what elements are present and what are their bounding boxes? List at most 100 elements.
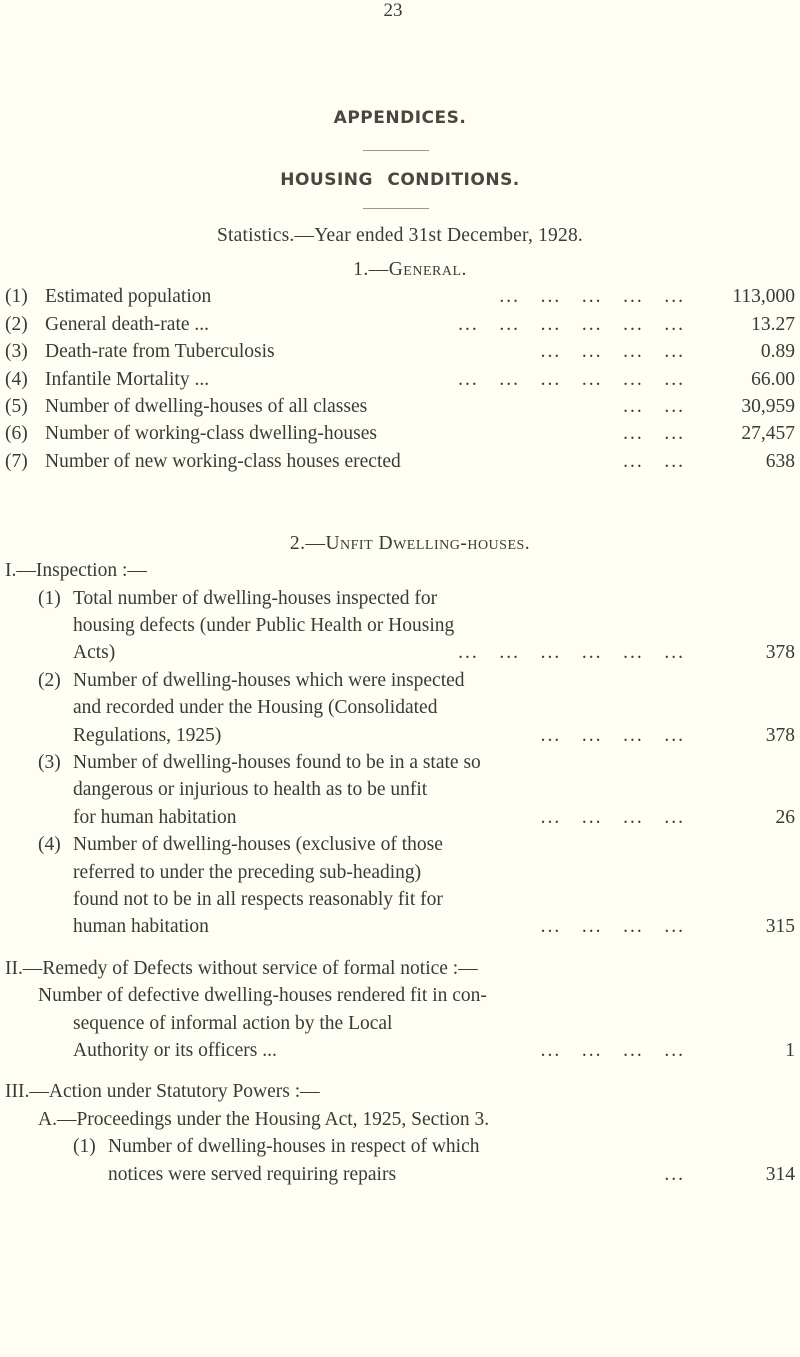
list-item: (3) Death-rate from Tuberculosis ... ... .… (0, 338, 800, 365)
dot-leader: ... (664, 1163, 685, 1185)
item-text: Number of working-class dwelling-houses (45, 423, 377, 445)
item-value: 66.00 (751, 368, 795, 390)
item-number: (4) (5, 368, 28, 390)
dot-leader: ... ... ... ... (540, 341, 685, 363)
list-item: (1) Estimated population ... ... ... ... .… (0, 283, 800, 310)
item-text: Infantile Mortality ... (45, 368, 210, 390)
dot-leader: ... ... ... ... (540, 1039, 685, 1061)
item-text: found not to be in all respects reasonab… (73, 889, 443, 910)
list-item: (6) Number of working-class dwelling-hous… (0, 420, 800, 447)
item-text: Number of new working-class houses erect… (45, 450, 401, 472)
item-text: General death-rate ... (45, 313, 210, 335)
list-item: (2) General death-rate ... ... ... ... ...… (0, 311, 800, 338)
list-item-line: human habitation ... ... ... ... 315 (0, 913, 800, 940)
item-number: (2) (5, 313, 28, 335)
item-text: housing defects (under Public Health or … (73, 615, 455, 637)
item-value: 315 (765, 916, 795, 938)
item-text: Death-rate from Tuberculosis (45, 341, 275, 363)
list-item-line: Acts) ... ... ... ... ... ... 378 (0, 639, 800, 666)
item-value: 30,959 (741, 395, 795, 417)
list-item-line: found not to be in all respects reasonab… (0, 886, 800, 913)
item-number: (4) (38, 834, 61, 856)
item-text: Number of dwelling-houses which were ins… (73, 669, 465, 691)
item-text: Number of dwelling-houses in respect of … (108, 1136, 480, 1158)
statistics-line: Statistics.—Year ended 31st December, 19… (217, 225, 583, 246)
item-number: (3) (5, 341, 28, 363)
item-text: dangerous or injurious to health as to b… (73, 779, 428, 801)
list-item-line: and recorded under the Housing (Consolid… (0, 694, 800, 721)
item-value: 378 (765, 724, 795, 746)
item-value: 378 (765, 642, 795, 664)
item-value: 0.89 (760, 341, 795, 363)
item-number: (2) (38, 669, 61, 691)
remedy-text: Number of defective dwelling-houses rend… (38, 985, 487, 1007)
item-number: (1) (38, 587, 61, 609)
item-number: (5) (5, 395, 28, 417)
divider (363, 208, 429, 209)
item-text: Regulations, 1925) (73, 724, 222, 746)
item-value: 638 (765, 450, 795, 472)
remedy-text: Authority or its officers ... (73, 1039, 277, 1061)
item-value: 113,000 (732, 286, 795, 308)
remedy-text: sequence of informal action by the Local (73, 1012, 393, 1034)
item-text: Number of dwelling-houses found to be in… (73, 752, 481, 774)
dot-leader: ... ... ... ... ... ... (458, 642, 685, 664)
page-title: APPENDICES. (333, 108, 467, 128)
remedy-line: Number of defective dwelling-houses rend… (0, 982, 800, 1009)
general-heading-text: 1.—General. (353, 259, 467, 280)
item-value: 26 (775, 806, 796, 828)
item-number: (6) (5, 423, 28, 445)
inspection-heading-text: I.—Inspection :— (5, 560, 147, 582)
general-heading: 1.—General. (0, 256, 800, 283)
list-item-line: housing defects (under Public Health or … (0, 612, 800, 639)
remedy-line: Authority or its officers ... ... ... ...… (0, 1037, 800, 1064)
unfit-heading: 2.—Unfit Dwelling-houses. (0, 530, 800, 557)
item-text: human habitation (73, 916, 209, 938)
list-item: (7) Number of new working-class houses er… (0, 448, 800, 475)
list-item-line: dangerous or injurious to health as to b… (0, 776, 800, 803)
item-value: 13.27 (751, 313, 795, 335)
dot-leader: ... ... (623, 450, 685, 472)
dot-leader: ... ... ... ... (540, 724, 685, 746)
dot-leader: ... ... ... ... (540, 916, 685, 938)
unfit-heading-text: 2.—Unfit Dwelling-houses. (289, 532, 531, 554)
item-number: (7) (5, 450, 28, 472)
dot-leader: ... ... (623, 395, 685, 417)
action-heading-text: III.—Action under Statutory Powers :— (5, 1081, 320, 1103)
list-item-line: (1) Total number of dwelling-houses inspe… (0, 585, 800, 612)
dot-leader: ... ... ... ... ... (499, 286, 685, 308)
action-subheading-text: A.—Proceedings under the Housing Act, 19… (38, 1108, 490, 1130)
page-number: 23 (383, 0, 403, 21)
dot-leader: ... ... (623, 423, 685, 445)
document-body: 1.—General. (1) Estimated population... ..… (0, 256, 800, 1188)
divider (363, 150, 429, 151)
item-value: 314 (765, 1163, 795, 1185)
item-number: (1) (73, 1136, 96, 1158)
dot-leader: ... ... ... ... ... ... (458, 368, 685, 390)
remedy-line: sequence of informal action by the Local (0, 1010, 800, 1037)
item-text: and recorded under the Housing (Consolid… (73, 697, 438, 719)
item-number: (1) (5, 286, 28, 308)
item-text: Number of dwelling-houses of all classes (45, 395, 368, 417)
item-value: 1 (785, 1039, 795, 1061)
list-item: (4) Infantile Mortality ... ... ... ... ..… (0, 366, 800, 393)
item-number: (3) (38, 752, 61, 774)
remedy-heading: II.—Remedy of Defects without service of… (0, 955, 800, 982)
item-text: Acts) (73, 642, 116, 664)
list-item-line: for human habitation ... ... ... ... 26 (0, 804, 800, 831)
list-item-line: (2) Number of dwelling-houses which were … (0, 667, 800, 694)
dot-leader: ... ... ... ... ... ... (458, 313, 685, 335)
item-text: Total number of dwelling-houses inspecte… (73, 587, 438, 609)
list-item-line: referred to under the preceding sub-head… (0, 859, 800, 886)
dot-leader: ... ... ... ... (540, 806, 685, 828)
item-text: notices were served requiring repairs (108, 1163, 397, 1185)
item-text: for human habitation (73, 806, 237, 828)
action-heading: III.—Action under Statutory Powers :— (0, 1078, 800, 1105)
remedy-heading-text: II.—Remedy of Defects without service of… (5, 957, 478, 979)
item-text: Estimated population (45, 286, 212, 308)
list-item-line: (4) Number of dwelling-houses (exclusive … (0, 831, 800, 858)
list-item-line: notices were served requiring repairs...… (0, 1161, 800, 1188)
action-subheading: A.—Proceedings under the Housing Act, 19… (0, 1106, 800, 1133)
list-item-line: (1) Number of dwelling-houses in respect … (0, 1133, 800, 1160)
list-item-line: (3) Number of dwelling-houses found to be… (0, 749, 800, 776)
